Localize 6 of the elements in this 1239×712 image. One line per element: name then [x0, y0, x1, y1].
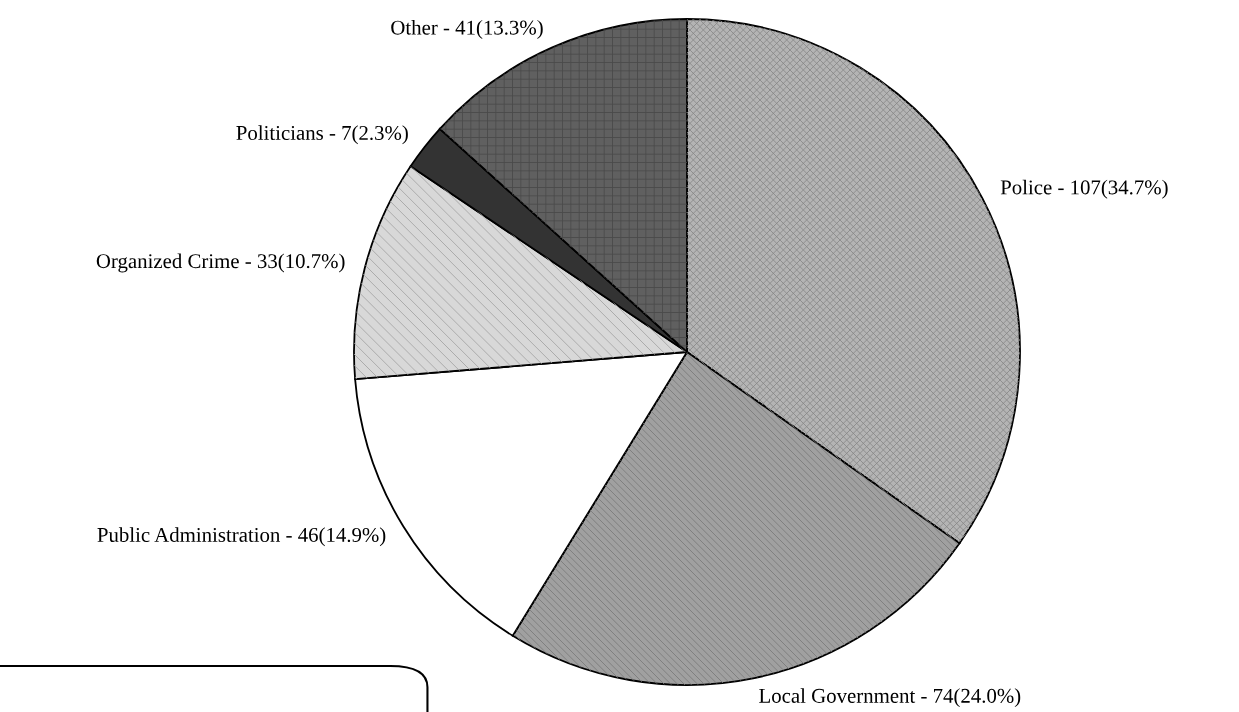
slice-label: Other - 41(13.3%)	[391, 19, 543, 39]
slice-label: Public Administration - 46(14.9%)	[97, 527, 386, 547]
slice-label: Police - 107(34.7%)	[1000, 179, 1168, 199]
slice-label: Organized Crime - 33(10.7%)	[96, 253, 345, 273]
slice-label: Local Government - 74(24.0%)	[759, 688, 1021, 708]
slice-label: Politicians - 7(2.3%)	[236, 125, 408, 145]
